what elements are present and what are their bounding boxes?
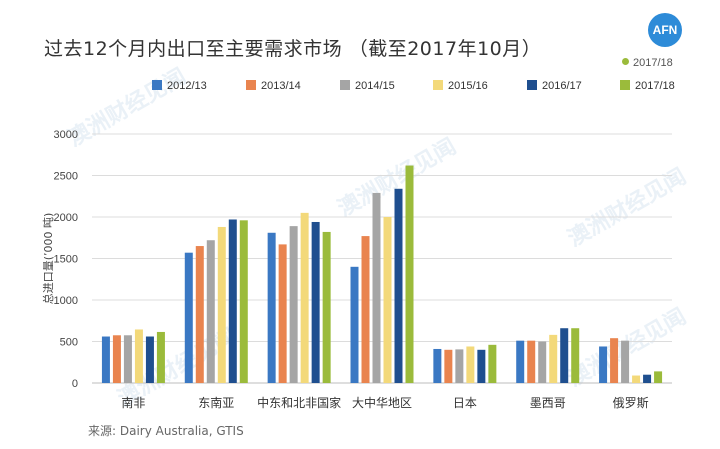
bar	[433, 348, 442, 383]
bar	[527, 340, 536, 383]
x-tick-label: 东南亚	[198, 395, 234, 410]
x-tick-label: 墨西哥	[530, 396, 566, 410]
afn-logo: AFN	[648, 13, 682, 47]
bar	[289, 226, 298, 383]
legend-label: 2017/18	[635, 80, 675, 92]
legend-swatch	[433, 80, 443, 90]
legend-label: 2016/17	[542, 80, 582, 92]
bar	[322, 231, 331, 383]
bar	[239, 220, 248, 383]
bar	[405, 165, 414, 383]
bar	[350, 266, 359, 383]
y-tick-label: 2000	[54, 212, 78, 224]
bar	[599, 346, 608, 383]
bar	[361, 236, 370, 383]
legend-swatch	[527, 80, 537, 90]
y-axis-label: 总进口量(’000 吨)	[41, 213, 55, 305]
bar	[643, 374, 652, 383]
badge-label: 2017/18	[633, 57, 673, 69]
bar	[372, 192, 381, 383]
bar	[195, 246, 204, 383]
bar	[538, 341, 547, 383]
legend-label: 2014/15	[355, 80, 395, 92]
legend-swatch	[620, 80, 630, 90]
chart-title: 过去12个月内出口至主要需求市场 （截至2017年10月）	[44, 38, 542, 60]
bar	[654, 371, 663, 383]
y-tick-label: 3000	[54, 129, 78, 141]
bar	[112, 335, 121, 383]
bar	[610, 338, 619, 383]
legend-swatch	[246, 80, 256, 90]
bar	[278, 244, 287, 383]
bar	[466, 346, 475, 383]
bar	[560, 328, 569, 383]
x-tick-label: 日本	[453, 396, 477, 410]
legend-label: 2013/14	[261, 80, 301, 92]
legend-swatch	[152, 80, 162, 90]
legend-swatch	[340, 80, 350, 90]
bar	[488, 344, 497, 383]
bar	[621, 340, 630, 383]
bar	[549, 334, 558, 383]
bar	[632, 375, 641, 383]
bar	[383, 217, 392, 383]
y-tick-label: 1000	[54, 295, 78, 307]
series-badge: 2017/18	[622, 57, 673, 69]
bar	[228, 219, 237, 383]
bar	[267, 232, 276, 383]
badge-dot-icon	[622, 58, 629, 65]
legend-label: 2015/16	[448, 80, 488, 92]
bar	[123, 335, 132, 383]
y-tick-label: 2500	[54, 171, 78, 183]
y-tick-label: 500	[60, 337, 78, 349]
bar	[184, 252, 193, 383]
bar	[311, 221, 320, 383]
y-tick-label: 0	[72, 378, 78, 390]
y-tick-label: 1500	[54, 254, 78, 266]
bar	[516, 340, 525, 383]
bar	[477, 349, 486, 383]
bar	[394, 188, 403, 383]
bar	[455, 349, 464, 383]
bar	[206, 240, 215, 383]
bar	[571, 328, 580, 383]
bar	[300, 212, 309, 383]
legend-label: 2012/13	[167, 80, 207, 92]
bar	[217, 226, 226, 383]
source-note: 来源: Dairy Australia, GTIS	[88, 424, 244, 438]
bar	[134, 329, 143, 383]
bar	[145, 336, 154, 383]
bar	[444, 349, 453, 383]
x-tick-label: 南非	[121, 395, 145, 410]
x-tick-label: 中东和北非国家	[257, 395, 341, 410]
bar	[101, 336, 110, 383]
x-tick-label: 俄罗斯	[613, 396, 649, 410]
x-tick-label: 大中华地区	[352, 395, 412, 410]
bar	[156, 331, 165, 383]
